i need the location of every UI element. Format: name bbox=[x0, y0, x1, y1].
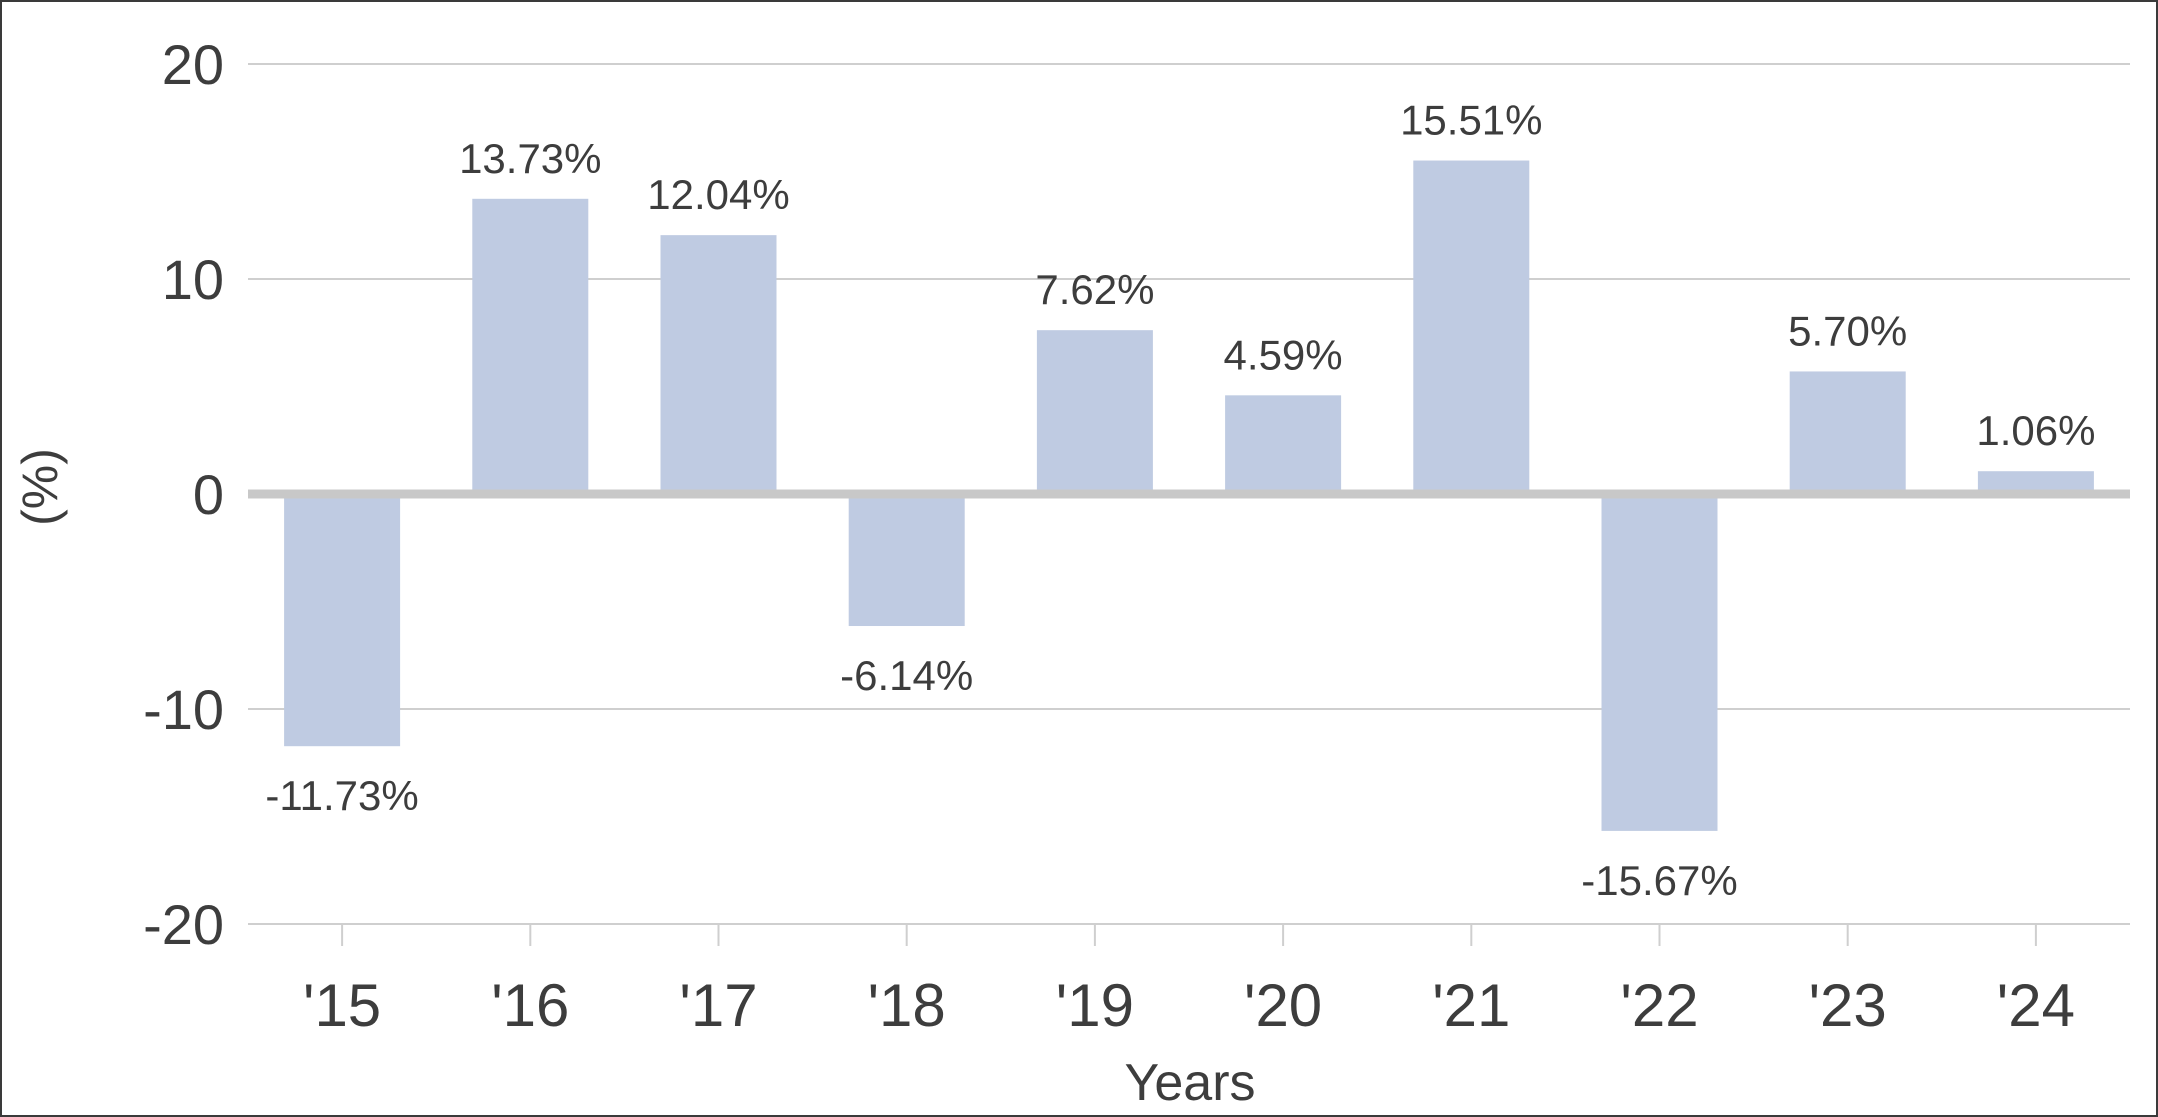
bar bbox=[1036, 330, 1153, 494]
x-tick-label: '24 bbox=[1997, 972, 2075, 1039]
bar bbox=[1789, 371, 1906, 494]
data-label: 7.62% bbox=[1035, 266, 1154, 313]
x-axis-title: Years bbox=[1124, 1054, 1255, 1112]
y-tick-label: -20 bbox=[143, 893, 224, 956]
bar bbox=[1977, 471, 2094, 494]
bar bbox=[848, 494, 965, 627]
data-label: 13.73% bbox=[459, 135, 601, 182]
data-label: 4.59% bbox=[1224, 331, 1343, 378]
bar bbox=[660, 235, 777, 494]
bar bbox=[284, 494, 401, 747]
data-label: 12.04% bbox=[647, 171, 789, 218]
bar bbox=[1225, 395, 1342, 494]
data-label: -11.73% bbox=[265, 772, 418, 819]
bar bbox=[1413, 160, 1530, 494]
data-label: -15.67% bbox=[1581, 857, 1737, 904]
x-tick-label: '20 bbox=[1244, 972, 1322, 1039]
y-axis-title: (%) bbox=[12, 448, 68, 526]
y-tick-label: 20 bbox=[162, 33, 224, 96]
data-label: 1.06% bbox=[1976, 407, 2095, 454]
x-tick-label: '19 bbox=[1056, 972, 1134, 1039]
x-tick-label: '18 bbox=[868, 972, 946, 1039]
y-tick-label: -10 bbox=[143, 678, 224, 741]
data-label: -6.14% bbox=[840, 652, 973, 699]
x-tick-label: '15 bbox=[303, 972, 381, 1039]
bar bbox=[472, 198, 589, 494]
y-tick-label: 10 bbox=[162, 248, 224, 311]
x-tick-label: '22 bbox=[1620, 972, 1698, 1039]
data-label: 5.70% bbox=[1788, 307, 1907, 354]
x-tick-label: '23 bbox=[1809, 972, 1887, 1039]
gridlines bbox=[248, 63, 2130, 946]
x-tick-label: '17 bbox=[679, 972, 757, 1039]
x-tick-labels: '15 '16 '17 '18 '19 '20 '21 '22 '23 '24 bbox=[303, 972, 2075, 1039]
data-labels: -11.73% 13.73% 12.04% -6.14% 7.62% 4.59% 15.51… bbox=[265, 97, 2095, 904]
x-tick-label: '21 bbox=[1432, 972, 1510, 1039]
y-tick-label: 0 bbox=[193, 463, 224, 526]
bar bbox=[1601, 494, 1718, 831]
data-label: 15.51% bbox=[1400, 97, 1542, 144]
x-tick-label: '16 bbox=[491, 972, 569, 1039]
bars bbox=[284, 160, 2094, 831]
y-tick-labels: 20 10 0 -10 -20 bbox=[143, 33, 224, 956]
